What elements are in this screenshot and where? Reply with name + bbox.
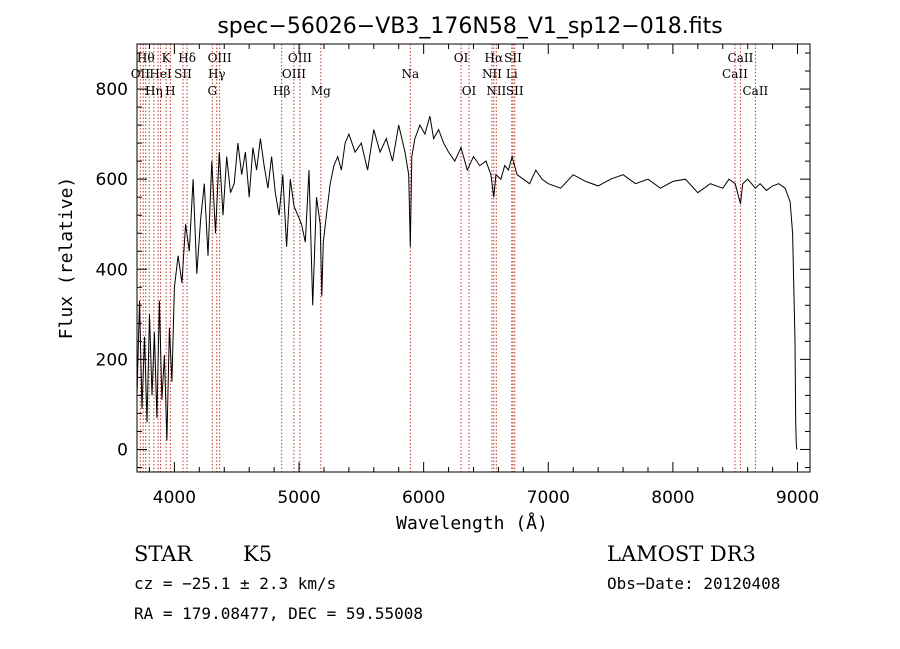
plot-frame [136,43,811,473]
line-label: SII [506,84,524,98]
line-label: Li [506,67,518,81]
redshift-text: cz = −25.1 ± 2.3 km/s [134,574,336,593]
line-label: Hγ [208,67,226,81]
line-label: Hα [485,51,504,65]
line-label: K [162,51,172,65]
x-tick-label: 4000 [153,488,196,508]
y-tick-label: 0 [117,440,128,460]
spectral-line-markers [139,44,756,472]
line-label: Na [401,67,419,81]
line-label: NII [482,67,502,81]
line-label: CaII [722,67,748,81]
line-label: G [207,84,217,98]
chart-title: spec−56026−VB3_176N58_V1_sp12−018.fits [217,14,722,39]
line-label: OII [131,67,151,81]
y-tick-label: 400 [96,260,128,280]
line-label: OIII [288,51,312,65]
coordinates: RA = 179.08477, DEC = 59.55008 [134,604,423,623]
line-label: OIII [282,67,306,81]
line-label: CaII [728,51,754,65]
survey-name: LAMOST DR3 [607,542,756,566]
line-label: Hβ [273,84,290,98]
spectral-line-labels: OII Hθ Hη HeI K H SII Hδ G Hγ OIII Hβ OIII OIII Mg Na OI… [131,51,769,98]
x-tick-label: 8000 [651,488,694,508]
y-axis: 0 200 400 600 800 [96,52,810,468]
line-label: SII [504,51,522,65]
spectrum-line [136,115,798,450]
y-tick-label: 200 [96,350,128,370]
line-label: OIII [208,51,232,65]
line-label: Hη [145,84,163,98]
line-label: OI [454,51,469,65]
y-tick-label: 600 [96,170,128,190]
x-axis-label: Wavelength (Å) [396,512,548,534]
y-axis-label: Flux (relative) [56,177,77,340]
x-tick-label: 6000 [402,488,445,508]
line-label: Hθ [137,51,155,65]
line-label: Mg [311,84,331,98]
line-label: HeI [149,67,172,81]
object-subclass: K5 [243,542,272,566]
line-label: OI [462,84,477,98]
x-tick-label: 9000 [776,488,819,508]
line-label: CaII [742,84,768,98]
line-label: Hδ [178,51,196,65]
x-tick-label: 7000 [527,488,570,508]
obs-date: Obs−Date: 20120408 [607,574,780,593]
y-tick-label: 800 [96,80,128,100]
x-axis: 4000 5000 6000 7000 8000 9000 [148,44,819,508]
x-tick-label: 5000 [277,488,320,508]
line-label: NII [486,84,506,98]
object-class: STAR [134,542,193,566]
line-label: H [165,84,175,98]
line-label: SII [174,67,192,81]
